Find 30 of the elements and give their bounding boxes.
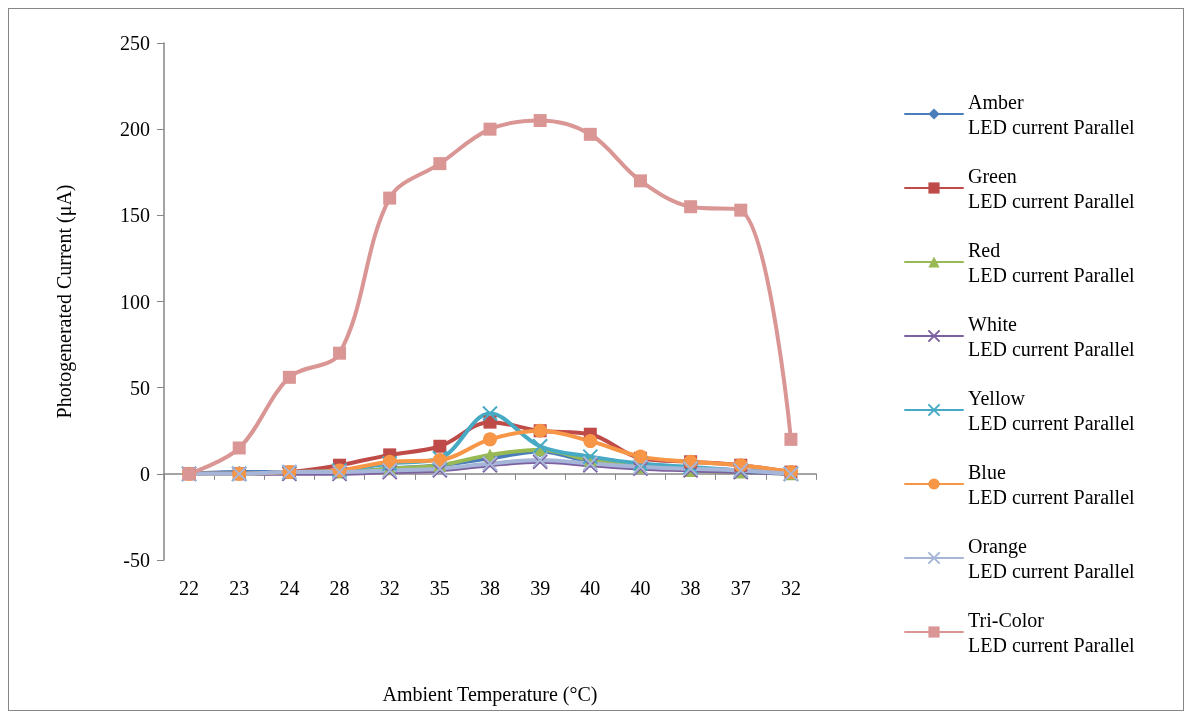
legend-label: Tri-Color LED current Parallel xyxy=(968,608,1136,656)
x-tick-label: 24 xyxy=(279,577,300,599)
y-tick-label: 100 xyxy=(120,290,150,313)
y-tick-label: -50 xyxy=(123,549,150,571)
x-tick-label: 38 xyxy=(680,577,701,599)
x-tick-label: 40 xyxy=(580,577,601,599)
x-tick-label: 39 xyxy=(530,577,551,599)
y-tick-label: 150 xyxy=(120,204,150,227)
legend-label: Yellow LED current Parallel xyxy=(968,386,1136,434)
y-tick-label: 0 xyxy=(140,462,150,485)
y-axis-title: Photogenerated Current (μA) xyxy=(53,184,76,419)
legend-label: White LED current Parallel xyxy=(968,312,1136,360)
x-tick-label: 32 xyxy=(379,577,400,599)
legend-label: Green LED current Parallel xyxy=(968,164,1136,212)
legend-label: Orange LED current Parallel xyxy=(968,534,1136,582)
legend-label: Red LED current Parallel xyxy=(968,238,1136,286)
x-tick-label: 23 xyxy=(229,577,250,599)
x-tick-label: 22 xyxy=(179,577,200,599)
x-tick-label: 28 xyxy=(329,577,350,599)
legend-label: Blue LED current Parallel xyxy=(968,460,1136,508)
x-tick-label: 37 xyxy=(730,577,751,599)
y-tick-label: 50 xyxy=(130,376,150,399)
x-tick-label: 38 xyxy=(480,577,500,599)
y-tick-label: 200 xyxy=(120,118,150,141)
x-tick-label: 32 xyxy=(780,577,801,599)
legend-label: Amber LED current Parallel xyxy=(968,90,1136,138)
x-tick-label: 40 xyxy=(630,577,651,599)
x-tick-label: 35 xyxy=(429,577,450,599)
x-axis-title: Ambient Temperature (°C) xyxy=(382,683,598,706)
y-tick-label: 250 xyxy=(120,32,150,54)
